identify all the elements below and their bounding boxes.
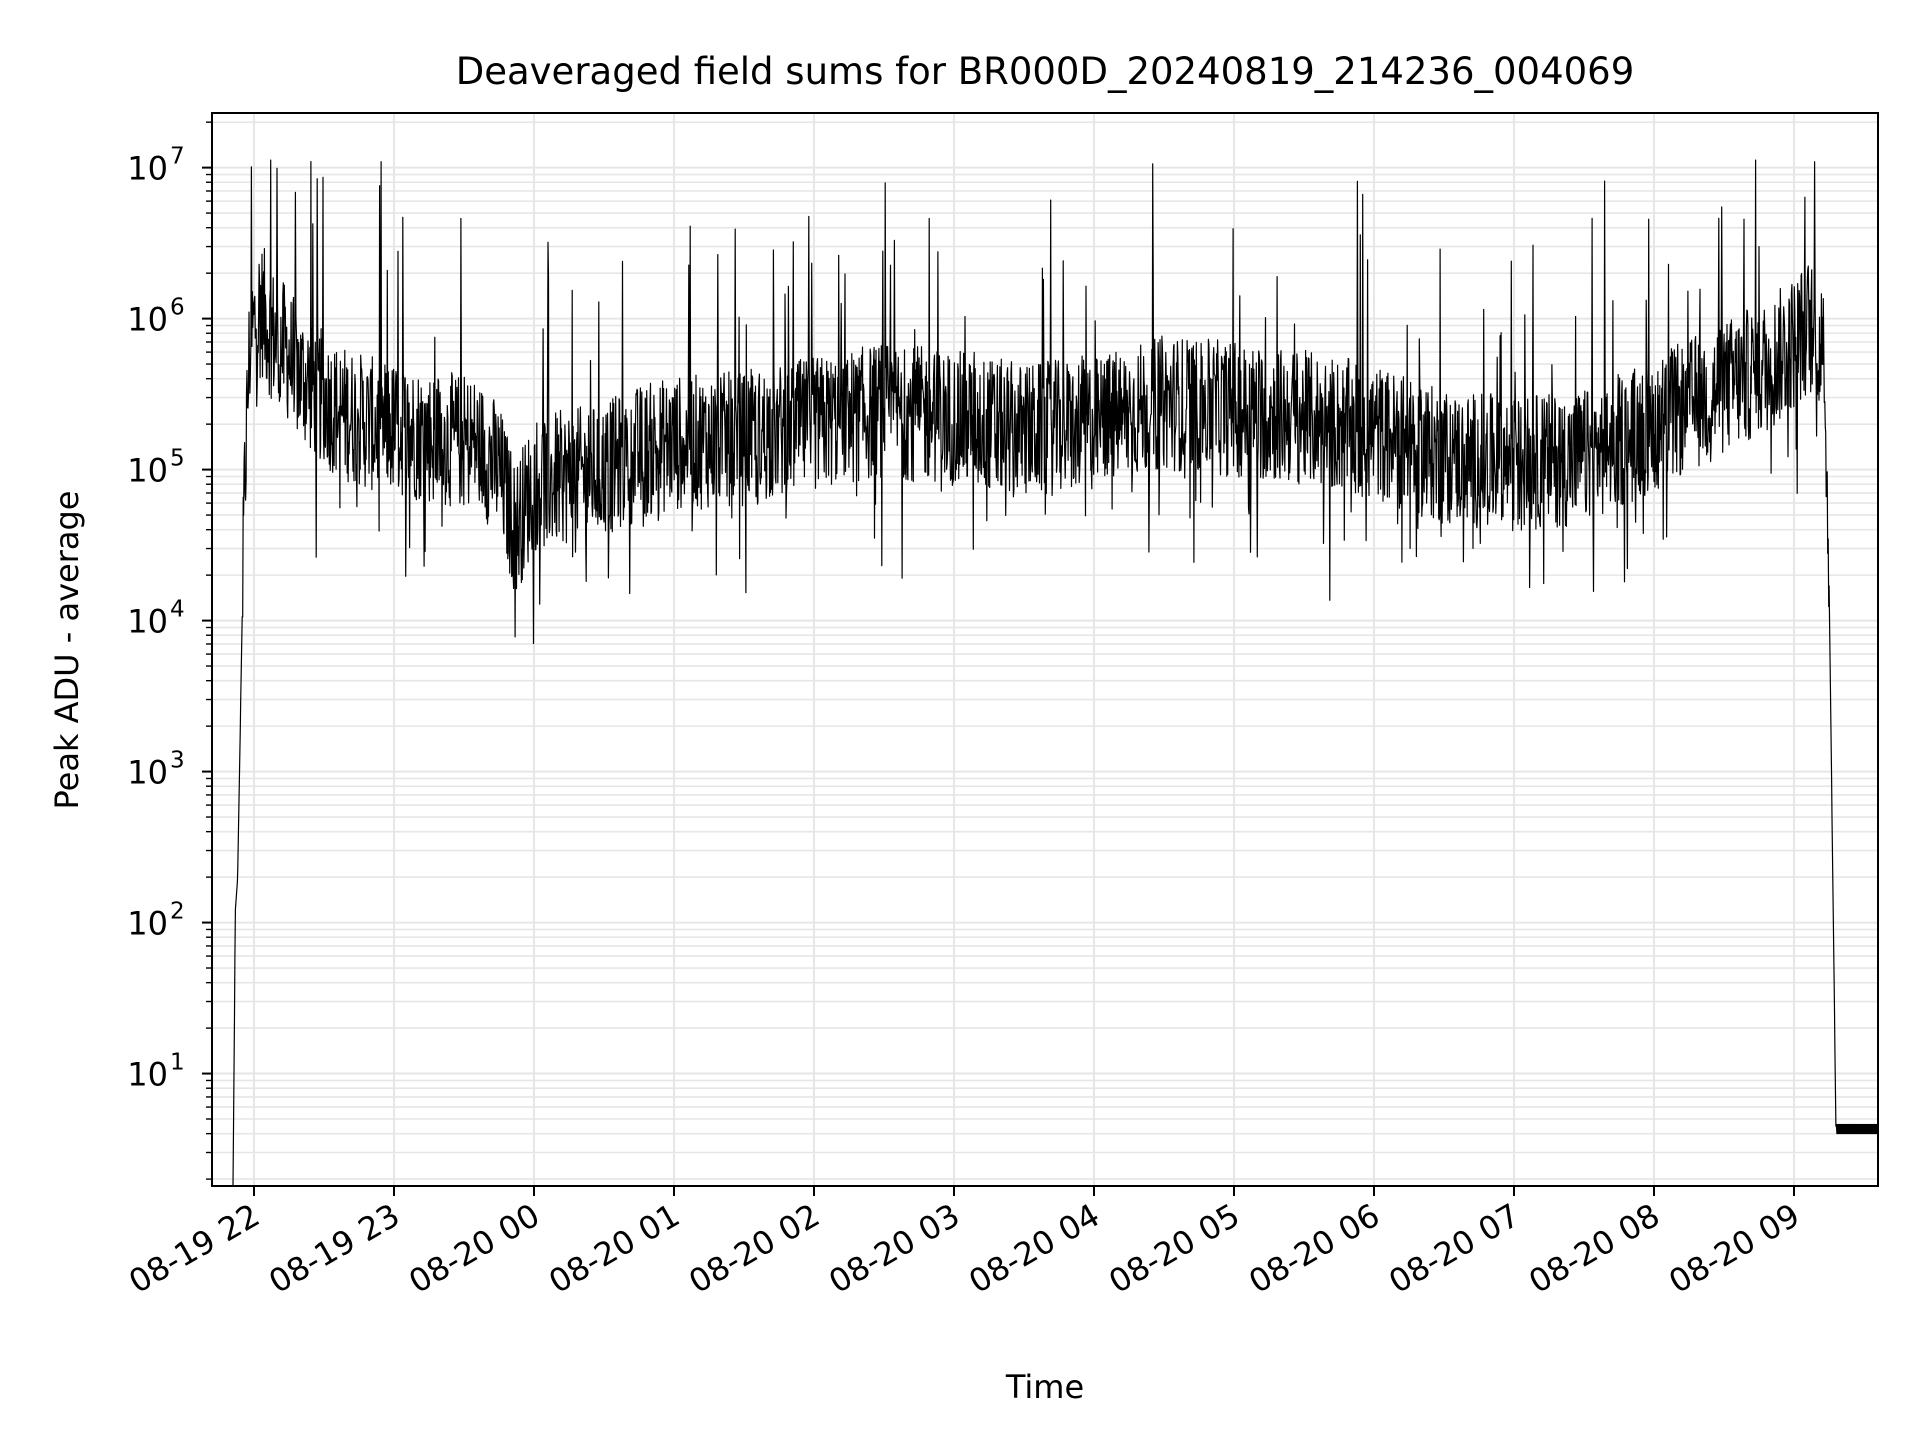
plot-frame: [211, 112, 1879, 1187]
y-tick-label: 10: [127, 150, 168, 188]
x-axis-label: Time: [1005, 1368, 1084, 1406]
series-line: [232, 159, 1878, 1186]
y-tick-exponent: 6: [170, 295, 185, 321]
y-tick-label: 10: [127, 905, 168, 943]
y-tick-exponent: 3: [170, 748, 185, 774]
y-tick-label: 10: [127, 603, 168, 641]
y-tick-exponent: 5: [170, 446, 185, 472]
y-tick-label: 10: [127, 301, 168, 339]
y-tick-label: 10: [127, 754, 168, 792]
y-axis-label: Peak ADU - average: [48, 491, 86, 810]
y-tick-exponent: 7: [170, 144, 185, 170]
y-tick-exponent: 1: [170, 1050, 185, 1076]
y-tick-label: 10: [127, 1056, 168, 1094]
chart-title: Deaveraged field sums for BR000D_2024081…: [456, 50, 1635, 93]
y-tick-exponent: 4: [170, 597, 185, 623]
minor-grid: [212, 121, 1878, 1180]
y-tick-exponent: 2: [170, 899, 185, 925]
y-tick-label: 10: [127, 452, 168, 490]
